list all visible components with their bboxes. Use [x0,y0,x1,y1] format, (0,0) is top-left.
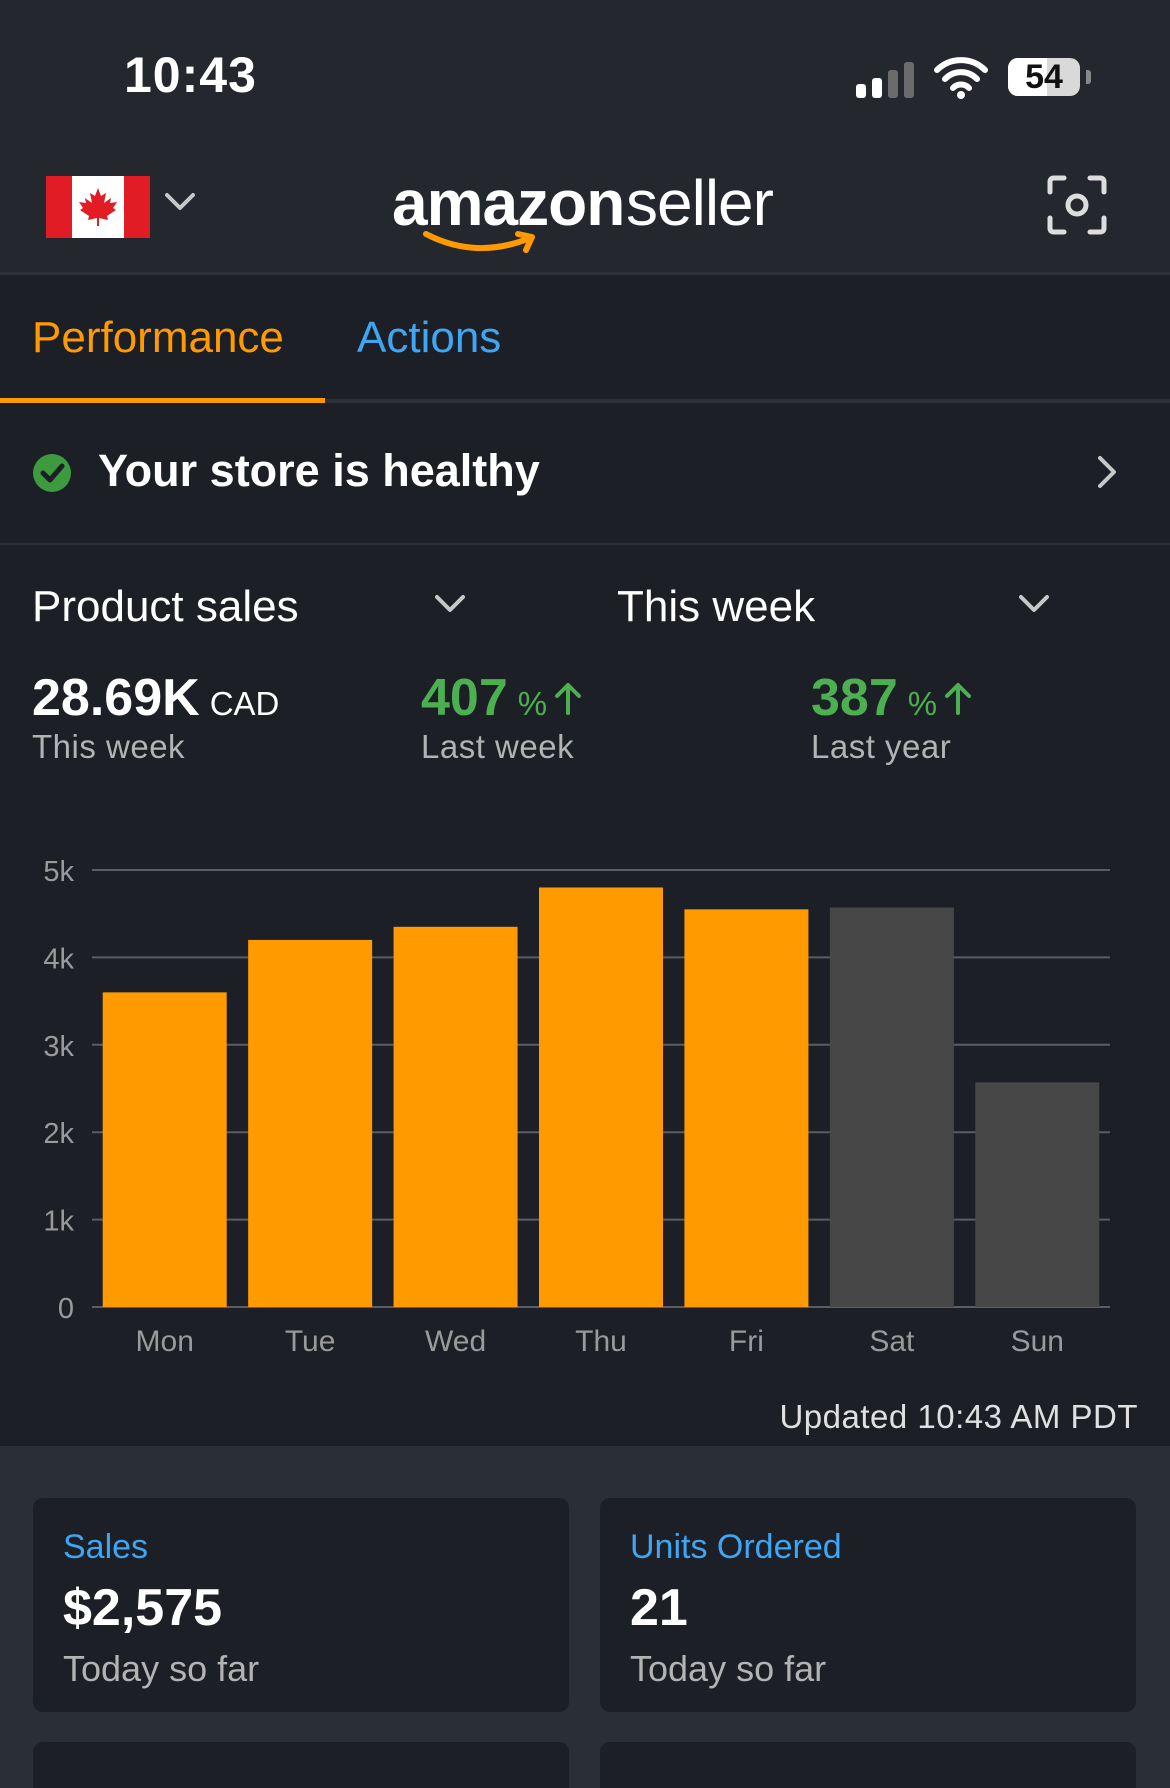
tab-performance[interactable]: Performance [32,313,284,362]
bar-wed[interactable] [393,926,518,1307]
bar-tue[interactable] [248,939,373,1307]
battery-level: 54 [1025,58,1063,96]
canada-flag-icon[interactable] [46,176,150,238]
units-card-subtitle: Today so far [630,1648,827,1689]
status-bar: 10:43 54 [0,0,1170,150]
sales-card[interactable]: Sales $2,575 Today so far [33,1498,569,1712]
bar-sat[interactable] [829,907,954,1307]
wifi-icon [934,56,988,100]
amazon-seller-logo: amazon seller [392,160,792,260]
period-chevron-down-icon[interactable] [1018,594,1050,619]
partial-card-right[interactable] [600,1742,1136,1788]
y-tick-label: 5k [43,856,74,888]
currency-unit: CAD [209,685,280,722]
partial-card-left[interactable] [33,1742,569,1788]
main-tabs: Performance Actions [0,275,1170,403]
last-week-label: Last week [421,728,575,765]
x-tick-label: Mon [136,1325,194,1358]
camera-scan-icon[interactable] [1046,174,1108,236]
units-card-title: Units Ordered [630,1528,842,1566]
last-year-change: 387% [811,668,973,728]
amazon-smile-icon [423,231,535,253]
x-tick-label: Sun [1011,1325,1064,1358]
x-tick-label: Wed [425,1325,486,1358]
app-header: amazon seller [0,150,1170,275]
sales-card-subtitle: Today so far [63,1648,260,1689]
units-card-value: 21 [630,1579,688,1637]
check-circle-icon [32,453,72,498]
y-tick-label: 2k [43,1118,74,1150]
arrow-up-icon [555,683,582,715]
y-tick-label: 1k [43,1206,74,1238]
total-sales-label: This week [32,728,186,765]
store-health-row[interactable]: Your store is healthy [0,403,1170,545]
battery-nub [1086,70,1091,84]
updated-timestamp: Updated 10:43 AM PDT [779,1398,1138,1435]
bar-sun[interactable] [975,1082,1100,1307]
tab-actions[interactable]: Actions [357,313,502,362]
y-tick-label: 3k [43,1031,74,1063]
x-tick-label: Tue [285,1325,336,1358]
y-tick-label: 4k [43,943,74,975]
x-tick-label: Thu [575,1325,627,1358]
signal-icon [856,60,916,98]
x-tick-label: Sat [869,1325,915,1358]
marketplace-chevron-down-icon[interactable] [164,192,196,217]
bar-thu[interactable] [539,887,663,1307]
chevron-right-icon [1096,455,1118,494]
status-time: 10:43 [124,47,257,103]
arrow-up-icon [945,683,972,715]
units-ordered-card[interactable]: Units Ordered 21 Today so far [600,1498,1136,1712]
metric-selector[interactable]: Product sales [32,582,299,631]
battery-icon: 54 [1008,58,1080,96]
summary-cards-area: Sales $2,575 Today so far Units Ordered … [0,1446,1170,1788]
period-selector[interactable]: This week [617,582,816,631]
y-tick-label: 0 [58,1293,74,1325]
store-health-message: Your store is healthy [98,445,540,496]
bar-mon[interactable] [102,992,227,1307]
total-sales-value: 28.69K CAD [32,669,280,727]
last-week-change: 407% [421,668,583,728]
sales-card-title: Sales [63,1528,149,1566]
last-year-label: Last year [811,728,952,765]
weekly-sales-chart: 0 1k 2k 3k 4k 5k Mon Tue Wed Thu Fri Sat Sun [43,856,1110,1358]
active-tab-indicator [0,398,325,403]
x-tick-label: Fri [729,1325,764,1358]
sales-card-value: $2,575 [63,1579,223,1637]
bar-fri[interactable] [684,909,809,1307]
metric-chevron-down-icon[interactable] [434,594,466,619]
